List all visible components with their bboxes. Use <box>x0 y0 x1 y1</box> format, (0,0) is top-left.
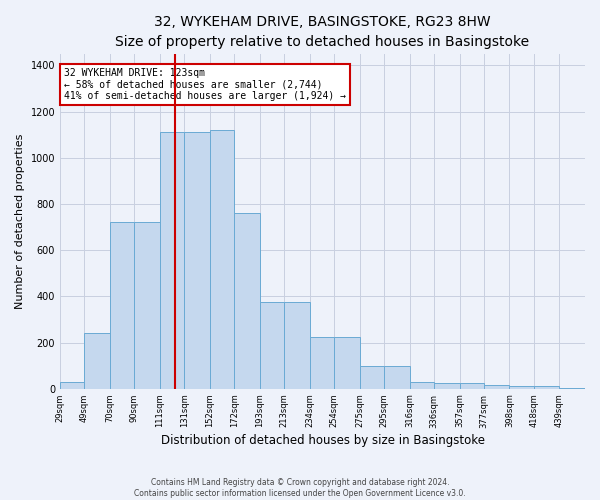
Bar <box>284 302 310 388</box>
Bar <box>260 302 284 388</box>
Text: 32 WYKEHAM DRIVE: 123sqm
← 58% of detached houses are smaller (2,744)
41% of sem: 32 WYKEHAM DRIVE: 123sqm ← 58% of detach… <box>64 68 346 101</box>
Bar <box>509 386 534 388</box>
Bar <box>310 336 334 388</box>
Y-axis label: Number of detached properties: Number of detached properties <box>15 134 25 309</box>
Text: Contains HM Land Registry data © Crown copyright and database right 2024.
Contai: Contains HM Land Registry data © Crown c… <box>134 478 466 498</box>
X-axis label: Distribution of detached houses by size in Basingstoke: Distribution of detached houses by size … <box>161 434 485 448</box>
Bar <box>160 132 184 388</box>
Bar <box>110 222 134 388</box>
Bar <box>484 385 509 388</box>
Bar <box>434 383 460 388</box>
Bar <box>359 366 384 388</box>
Bar <box>134 222 160 388</box>
Bar <box>334 336 359 388</box>
Title: 32, WYKEHAM DRIVE, BASINGSTOKE, RG23 8HW
Size of property relative to detached h: 32, WYKEHAM DRIVE, BASINGSTOKE, RG23 8HW… <box>115 15 530 48</box>
Bar <box>60 382 85 388</box>
Bar <box>534 386 559 388</box>
Bar <box>184 132 210 388</box>
Bar <box>460 383 484 388</box>
Bar <box>384 366 410 388</box>
Bar <box>85 334 110 388</box>
Bar <box>410 382 434 388</box>
Bar <box>210 130 234 388</box>
Bar <box>234 213 260 388</box>
